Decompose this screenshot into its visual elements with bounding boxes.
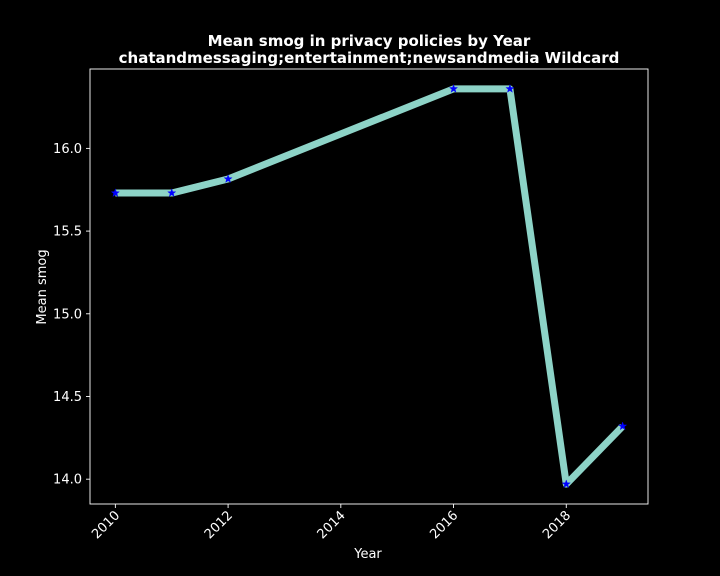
data-point-marker xyxy=(448,84,459,93)
data-point-marker xyxy=(223,174,233,183)
data-point-marker xyxy=(561,479,571,489)
data-point-marker xyxy=(110,188,120,197)
data-point-marker xyxy=(618,421,628,431)
data-point-marker xyxy=(167,188,177,197)
x-axis-label: Year xyxy=(353,547,382,562)
y-tick-label: 15.5 xyxy=(53,225,82,240)
plot-frame xyxy=(89,68,649,505)
y-tick-label: 14.5 xyxy=(53,390,82,405)
chart-subtitle: chatandmessaging;entertainment;newsandme… xyxy=(119,49,620,67)
y-tick-label: 14.0 xyxy=(53,473,82,488)
data-point-marker xyxy=(505,84,515,93)
y-axis-label: Mean smog xyxy=(35,249,50,324)
y-tick-label: 15.0 xyxy=(53,307,82,322)
y-tick-label: 16.0 xyxy=(53,142,82,157)
chart-title: Mean smog in privacy policies by Year xyxy=(208,32,531,50)
